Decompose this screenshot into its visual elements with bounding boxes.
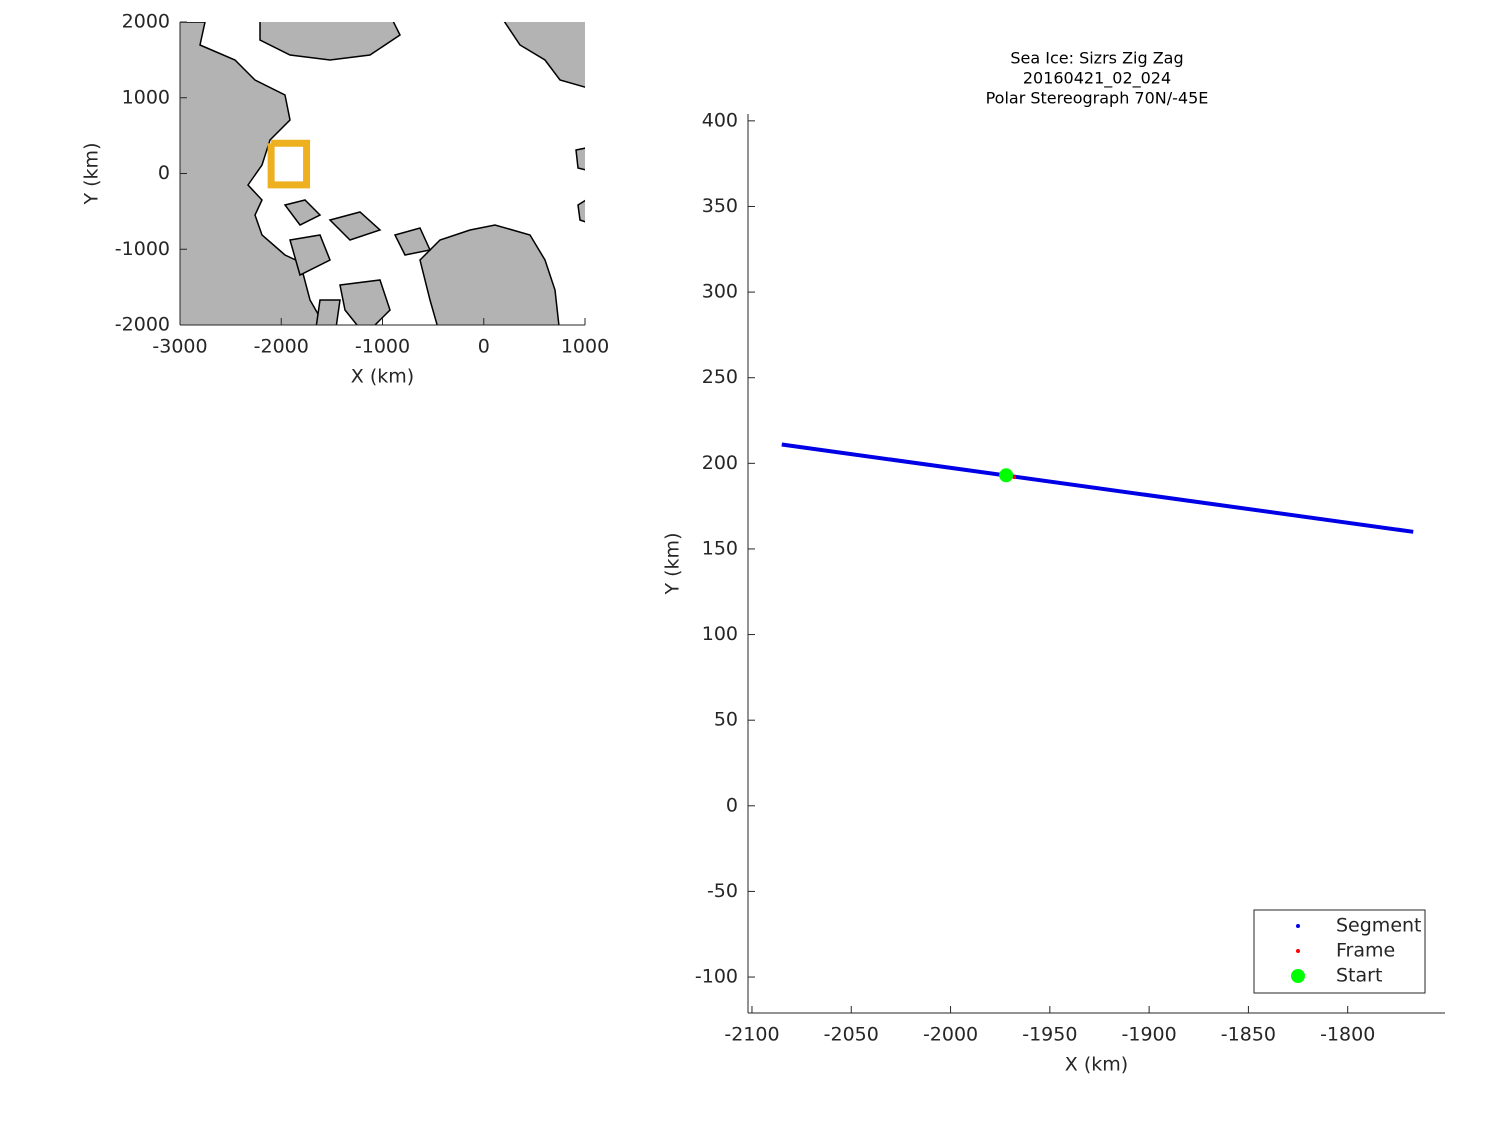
land bbox=[577, 199, 585, 223]
land bbox=[503, 22, 585, 88]
y-tick-label: 150 bbox=[702, 537, 738, 559]
x-tick-label: 1000 bbox=[561, 336, 609, 358]
segment-line bbox=[781, 442, 1414, 534]
legend-marker bbox=[1291, 969, 1305, 983]
x-tick-label: -2000 bbox=[254, 336, 309, 358]
chart-title: Sea Ice: Sizrs Zig Zag bbox=[1010, 49, 1183, 68]
land bbox=[339, 279, 391, 325]
y-axis-label: Y (km) bbox=[81, 143, 103, 206]
land bbox=[259, 22, 401, 61]
y-tick-label: -2000 bbox=[115, 314, 170, 336]
x-tick-label: -1000 bbox=[355, 336, 410, 358]
x-axis-label: X (km) bbox=[351, 366, 414, 388]
y-tick-label: 2000 bbox=[122, 11, 170, 33]
x-tick-label: -1900 bbox=[1122, 1024, 1177, 1046]
land bbox=[180, 22, 326, 325]
y-tick-label: -1000 bbox=[115, 238, 170, 260]
land bbox=[283, 199, 322, 226]
x-tick-label: 0 bbox=[478, 336, 490, 358]
x-tick-label: -2100 bbox=[724, 1024, 779, 1046]
map-land bbox=[180, 22, 585, 325]
legend-label: Frame bbox=[1336, 940, 1395, 962]
y-axis-label: Y (km) bbox=[662, 533, 684, 596]
y-tick-label: 100 bbox=[702, 623, 738, 645]
land bbox=[328, 211, 382, 241]
legend-label: Segment bbox=[1336, 915, 1422, 937]
y-tick-label: 350 bbox=[702, 195, 738, 217]
x-axis-label: X (km) bbox=[1065, 1054, 1128, 1076]
x-tick-label: -1800 bbox=[1320, 1024, 1375, 1046]
x-tick-label: -2000 bbox=[923, 1024, 978, 1046]
legend-marker bbox=[1296, 924, 1300, 928]
y-tick-label: 0 bbox=[726, 794, 738, 816]
y-tick-label: -50 bbox=[707, 880, 738, 902]
y-tick-label: -100 bbox=[695, 966, 738, 988]
y-tick-label: 50 bbox=[714, 709, 738, 731]
x-tick-label: -2050 bbox=[824, 1024, 879, 1046]
legend-label: Start bbox=[1336, 965, 1382, 987]
y-tick-label: 300 bbox=[702, 281, 738, 303]
land bbox=[393, 227, 432, 256]
start-marker bbox=[999, 468, 1014, 483]
x-tick-label: -1850 bbox=[1221, 1024, 1276, 1046]
y-tick-label: 250 bbox=[702, 366, 738, 388]
land bbox=[419, 224, 560, 325]
land bbox=[289, 234, 331, 277]
x-tick-label: -3000 bbox=[152, 336, 207, 358]
land bbox=[315, 299, 341, 325]
y-tick-label: 400 bbox=[702, 109, 738, 131]
legend-box bbox=[1253, 909, 1426, 994]
x-tick-label: -1950 bbox=[1022, 1024, 1077, 1046]
region-box bbox=[267, 139, 311, 189]
y-tick-label: 200 bbox=[702, 452, 738, 474]
y-tick-label: 1000 bbox=[122, 86, 170, 108]
chart-title: Polar Stereograph 70N/-45E bbox=[986, 89, 1209, 108]
y-tick-label: 0 bbox=[158, 162, 170, 184]
legend-marker bbox=[1296, 949, 1300, 953]
land bbox=[575, 147, 585, 171]
chart-title: 20160421_02_024 bbox=[1023, 69, 1171, 89]
